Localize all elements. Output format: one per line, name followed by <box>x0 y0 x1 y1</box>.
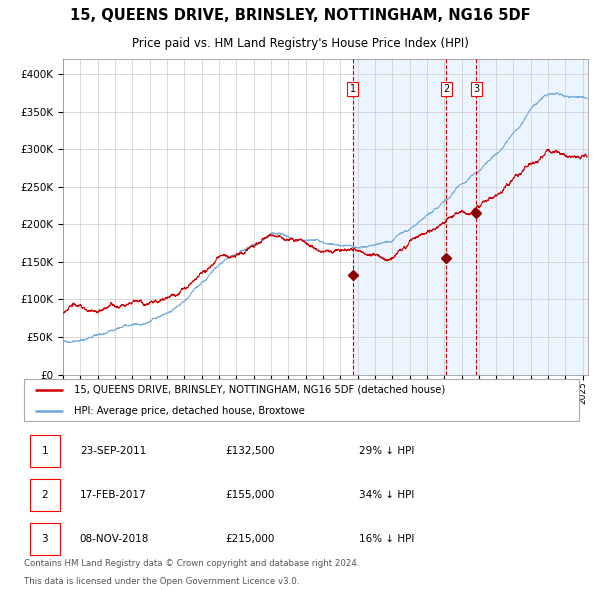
Text: Price paid vs. HM Land Registry's House Price Index (HPI): Price paid vs. HM Land Registry's House … <box>131 37 469 50</box>
Text: 3: 3 <box>473 84 479 94</box>
FancyBboxPatch shape <box>29 523 60 555</box>
Text: 29% ↓ HPI: 29% ↓ HPI <box>359 447 414 456</box>
Text: 1: 1 <box>41 447 48 456</box>
Text: £155,000: £155,000 <box>225 490 274 500</box>
FancyBboxPatch shape <box>24 379 579 421</box>
Text: 15, QUEENS DRIVE, BRINSLEY, NOTTINGHAM, NG16 5DF: 15, QUEENS DRIVE, BRINSLEY, NOTTINGHAM, … <box>70 8 530 23</box>
Text: Contains HM Land Registry data © Crown copyright and database right 2024.: Contains HM Land Registry data © Crown c… <box>24 559 359 568</box>
Text: 3: 3 <box>41 534 48 544</box>
Text: 34% ↓ HPI: 34% ↓ HPI <box>359 490 414 500</box>
Text: 16% ↓ HPI: 16% ↓ HPI <box>359 534 414 544</box>
Text: 17-FEB-2017: 17-FEB-2017 <box>80 490 146 500</box>
Text: 23-SEP-2011: 23-SEP-2011 <box>80 447 146 456</box>
FancyBboxPatch shape <box>29 479 60 511</box>
Bar <box>353 59 600 375</box>
Text: 2: 2 <box>443 84 449 94</box>
Text: 08-NOV-2018: 08-NOV-2018 <box>80 534 149 544</box>
Text: £132,500: £132,500 <box>225 447 274 456</box>
FancyBboxPatch shape <box>29 435 60 467</box>
Text: This data is licensed under the Open Government Licence v3.0.: This data is licensed under the Open Gov… <box>24 577 299 586</box>
Text: HPI: Average price, detached house, Broxtowe: HPI: Average price, detached house, Brox… <box>74 406 305 416</box>
Text: 2: 2 <box>41 490 48 500</box>
Text: £215,000: £215,000 <box>225 534 274 544</box>
Text: 1: 1 <box>350 84 356 94</box>
Text: 15, QUEENS DRIVE, BRINSLEY, NOTTINGHAM, NG16 5DF (detached house): 15, QUEENS DRIVE, BRINSLEY, NOTTINGHAM, … <box>74 385 445 395</box>
